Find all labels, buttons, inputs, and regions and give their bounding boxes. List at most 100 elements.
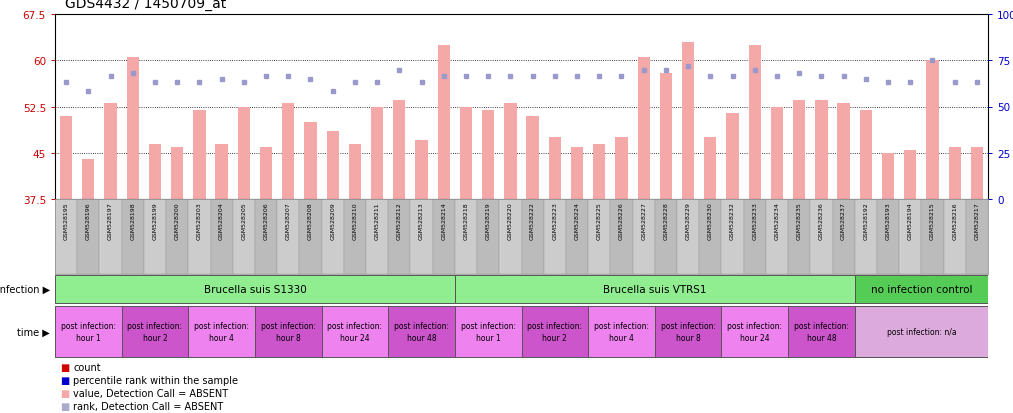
Bar: [171, 147, 183, 199]
Bar: [127, 58, 139, 199]
Bar: [343, 199, 366, 274]
Bar: [855, 199, 877, 274]
Text: GSM528211: GSM528211: [375, 202, 380, 239]
Bar: [104, 104, 116, 199]
Bar: [499, 199, 522, 274]
Bar: [255, 306, 321, 358]
Bar: [882, 153, 894, 199]
Text: GSM528218: GSM528218: [464, 202, 468, 239]
Bar: [55, 199, 77, 274]
Text: ■: ■: [60, 362, 69, 372]
Bar: [522, 199, 544, 274]
Text: GSM528194: GSM528194: [908, 202, 913, 240]
Bar: [149, 144, 161, 199]
Text: GSM528214: GSM528214: [442, 202, 447, 240]
Bar: [55, 275, 455, 303]
Text: GSM528195: GSM528195: [64, 202, 69, 239]
Text: GSM528193: GSM528193: [885, 202, 890, 240]
Text: value, Detection Call = ABSENT: value, Detection Call = ABSENT: [73, 388, 228, 398]
Text: GSM528197: GSM528197: [108, 202, 113, 240]
Bar: [122, 199, 144, 274]
Bar: [838, 104, 850, 199]
Bar: [721, 306, 788, 358]
Bar: [589, 199, 611, 274]
Text: GSM528216: GSM528216: [952, 202, 957, 239]
Bar: [460, 107, 472, 199]
Text: GSM528200: GSM528200: [174, 202, 179, 239]
Bar: [766, 199, 788, 274]
Text: GSM528199: GSM528199: [153, 202, 157, 240]
Bar: [504, 104, 517, 199]
Bar: [699, 199, 721, 274]
Bar: [833, 199, 855, 274]
Text: GSM528229: GSM528229: [686, 202, 691, 240]
Bar: [788, 199, 810, 274]
Text: post infection:
hour 24: post infection: hour 24: [327, 321, 382, 342]
Bar: [348, 144, 361, 199]
Bar: [477, 199, 499, 274]
Bar: [793, 101, 805, 199]
Bar: [388, 199, 410, 274]
Bar: [860, 110, 872, 199]
Text: GSM528207: GSM528207: [286, 202, 291, 240]
Text: post infection:
hour 2: post infection: hour 2: [128, 321, 182, 342]
Bar: [321, 199, 343, 274]
Bar: [721, 199, 744, 274]
Text: ■: ■: [60, 388, 69, 398]
Bar: [677, 199, 699, 274]
Bar: [188, 199, 211, 274]
Bar: [654, 306, 721, 358]
Text: rank, Detection Call = ABSENT: rank, Detection Call = ABSENT: [73, 401, 224, 411]
Bar: [744, 199, 766, 274]
Bar: [682, 43, 694, 199]
Text: post infection:
hour 8: post infection: hour 8: [660, 321, 715, 342]
Bar: [926, 61, 939, 199]
Text: GSM528233: GSM528233: [753, 202, 758, 240]
Text: GSM528236: GSM528236: [819, 202, 824, 240]
Text: GSM528213: GSM528213: [419, 202, 424, 240]
Bar: [188, 306, 255, 358]
Text: GSM528234: GSM528234: [775, 202, 779, 240]
Text: GSM528205: GSM528205: [241, 202, 246, 239]
Bar: [726, 114, 738, 199]
Bar: [522, 306, 589, 358]
Text: GSM528223: GSM528223: [552, 202, 557, 240]
Bar: [216, 144, 228, 199]
Bar: [654, 199, 677, 274]
Bar: [82, 159, 94, 199]
Text: GSM528235: GSM528235: [796, 202, 801, 240]
Bar: [438, 46, 450, 199]
Bar: [371, 107, 383, 199]
Text: post infection:
hour 1: post infection: hour 1: [61, 321, 115, 342]
Text: GSM528217: GSM528217: [975, 202, 980, 240]
Bar: [122, 306, 188, 358]
Bar: [815, 101, 828, 199]
Text: post infection:
hour 4: post infection: hour 4: [194, 321, 249, 342]
Text: GSM528232: GSM528232: [730, 202, 735, 240]
Bar: [549, 138, 561, 199]
Text: GSM528225: GSM528225: [597, 202, 602, 240]
Text: post infection: n/a: post infection: n/a: [886, 327, 956, 336]
Text: GSM528203: GSM528203: [197, 202, 202, 240]
Bar: [99, 199, 122, 274]
Text: post infection:
hour 2: post infection: hour 2: [528, 321, 582, 342]
Bar: [788, 306, 855, 358]
Text: post infection:
hour 48: post infection: hour 48: [394, 321, 449, 342]
Bar: [922, 199, 943, 274]
Bar: [900, 199, 922, 274]
Text: no infection control: no infection control: [870, 284, 972, 294]
Bar: [415, 141, 427, 199]
Bar: [433, 199, 455, 274]
Text: post infection:
hour 24: post infection: hour 24: [727, 321, 782, 342]
Bar: [704, 138, 716, 199]
Text: GSM528198: GSM528198: [131, 202, 136, 239]
Bar: [749, 46, 761, 199]
Bar: [855, 275, 988, 303]
Bar: [527, 116, 539, 199]
Bar: [455, 199, 477, 274]
Bar: [283, 104, 295, 199]
Text: ■: ■: [60, 401, 69, 411]
Bar: [943, 199, 965, 274]
Bar: [632, 199, 654, 274]
Bar: [594, 144, 606, 199]
